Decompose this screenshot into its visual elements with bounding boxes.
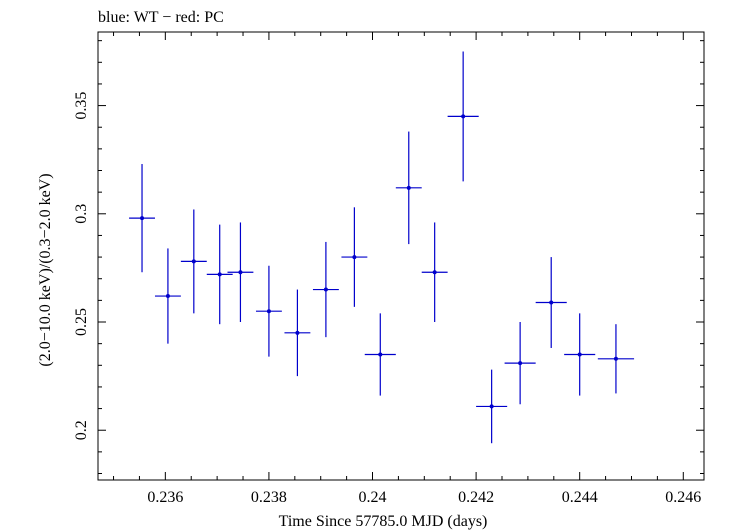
x-tick-label: 0.238 [251, 489, 287, 506]
point-marker [140, 216, 145, 221]
point-marker [378, 352, 383, 357]
point-marker [191, 259, 196, 264]
plot-frame [97, 31, 705, 481]
x-tick-label: 0.24 [359, 489, 387, 506]
data-point [154, 248, 181, 344]
data-point [206, 224, 233, 325]
point-marker [266, 309, 271, 314]
data-point [395, 131, 422, 245]
data-point [129, 164, 155, 273]
point-marker [295, 330, 300, 335]
data-point [535, 257, 567, 348]
x-tick-label: 0.244 [562, 489, 598, 506]
x-axis-label: Time Since 57785.0 MJD (days) [279, 513, 488, 530]
data-point [227, 222, 254, 323]
data-point [504, 322, 536, 405]
data-point [421, 222, 448, 323]
point-marker [352, 255, 357, 260]
data-point [476, 369, 508, 444]
point-marker [406, 185, 411, 190]
data-point [364, 313, 396, 396]
point-marker [432, 270, 437, 275]
data-points [129, 51, 635, 444]
y-axis-label: (2.0−10.0 keV)/(0.3−2.0 keV) [37, 173, 54, 366]
point-marker [461, 114, 466, 119]
y-tick-label: 0.2 [73, 420, 90, 440]
data-point [180, 209, 207, 314]
data-point [447, 51, 479, 182]
point-marker [518, 361, 523, 366]
point-marker [238, 270, 243, 275]
x-tick-label: 0.236 [147, 489, 183, 506]
data-point [341, 207, 368, 307]
data-point [255, 265, 282, 357]
point-marker [489, 404, 494, 409]
point-marker [549, 300, 554, 305]
point-marker [165, 294, 170, 299]
y-tick-label: 0.25 [73, 308, 90, 336]
data-point [564, 313, 596, 396]
data-point [312, 241, 339, 338]
axis-ticks: 0.236 0.238 0.24 0.242 0.244 0.246 0.2 0.25 0.3 0… [73, 32, 704, 506]
point-marker [577, 352, 582, 357]
x-tick-label: 0.246 [665, 489, 701, 506]
x-tick-label: 0.242 [458, 489, 494, 506]
point-marker [217, 272, 222, 277]
point-marker [323, 287, 328, 292]
chart-title: blue: WT − red: PC [98, 9, 224, 26]
y-tick-label: 0.35 [73, 92, 90, 120]
y-tick-label: 0.3 [73, 204, 90, 224]
data-point [597, 324, 635, 394]
data-point [284, 289, 311, 377]
point-marker [613, 356, 618, 361]
